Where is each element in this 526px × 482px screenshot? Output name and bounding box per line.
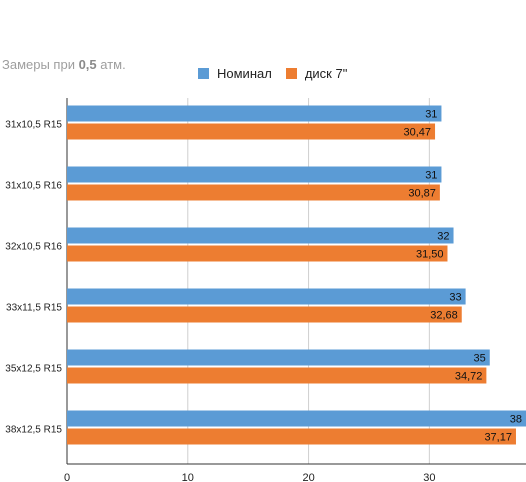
bar-disk bbox=[67, 367, 487, 384]
bar-disk bbox=[67, 428, 516, 445]
bar-nominal bbox=[67, 166, 442, 183]
legend-item-disk: диск 7" bbox=[285, 66, 348, 81]
x-tick-label: 0 bbox=[64, 472, 70, 482]
bar-disk bbox=[67, 123, 436, 140]
legend-label-disk: диск 7" bbox=[304, 66, 348, 81]
category-label: 32x10,5 R16 bbox=[5, 242, 62, 253]
data-label: 32,68 bbox=[430, 310, 458, 322]
legend-item-nominal: Номинал bbox=[198, 66, 272, 81]
category-label: 33x11,5 R15 bbox=[6, 303, 62, 314]
chart-legend: Номинал диск 7" bbox=[198, 66, 361, 81]
chart-subtitle: Замеры при 0,5 атм. bbox=[2, 57, 126, 72]
bar-nominal bbox=[67, 410, 526, 427]
legend-label-nominal: Номинал bbox=[217, 66, 272, 81]
category-label: 38x12,5 R15 bbox=[5, 425, 62, 436]
data-label: 30,87 bbox=[408, 188, 436, 200]
data-label: 35 bbox=[474, 353, 486, 365]
bar-disk bbox=[67, 184, 440, 201]
legend-swatch-nominal bbox=[198, 68, 209, 79]
bar-nominal bbox=[67, 349, 490, 366]
x-tick-label: 20 bbox=[302, 472, 314, 482]
data-label: 38 bbox=[510, 414, 522, 426]
subtitle-suffix: атм. bbox=[96, 57, 126, 72]
category-label: 35x12,5 R15 bbox=[5, 364, 62, 375]
data-label: 32 bbox=[437, 231, 449, 243]
subtitle-value: 0,5 bbox=[78, 57, 97, 72]
data-label: 31 bbox=[425, 170, 437, 182]
data-label: 34,72 bbox=[455, 371, 483, 383]
bar-nominal bbox=[67, 288, 466, 305]
bar-disk bbox=[67, 306, 462, 323]
x-tick-label: 10 bbox=[182, 472, 194, 482]
category-label: 31x10,5 R15 bbox=[5, 120, 62, 131]
data-label: 33 bbox=[449, 292, 461, 304]
bar-nominal bbox=[67, 105, 442, 122]
data-label: 31,50 bbox=[416, 249, 444, 261]
x-tick-label: 30 bbox=[423, 472, 435, 482]
data-label: 30,47 bbox=[404, 127, 432, 139]
bar-disk bbox=[67, 245, 448, 262]
category-label: 31x10,5 R16 bbox=[5, 181, 62, 192]
subtitle-prefix: Замеры при bbox=[2, 57, 79, 72]
legend-swatch-disk bbox=[285, 68, 297, 79]
data-label: 37,17 bbox=[484, 432, 512, 444]
data-label: 31 bbox=[425, 109, 437, 121]
bar-nominal bbox=[67, 227, 454, 244]
